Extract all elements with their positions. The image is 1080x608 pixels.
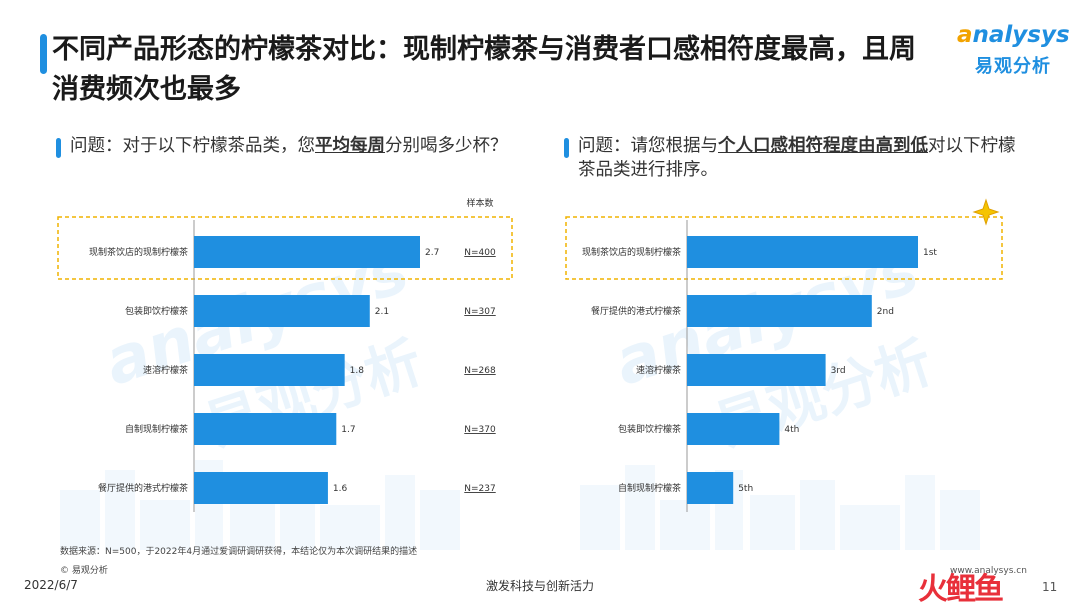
sample-size-label: N=400 [464,248,496,258]
value-label: 4th [784,425,799,435]
bar [194,472,328,504]
value-label: 2nd [877,307,894,317]
bar [194,354,345,386]
analysys-logo: analysys 易观分析 [955,22,1070,78]
category-label: 自制现制柠檬茶 [618,482,681,494]
logo-chinese: 易观分析 [975,56,1051,77]
sample-size-label: N=268 [464,366,496,376]
bar [687,236,918,268]
report-date: 2022/6/7 [24,578,78,592]
bar [687,354,826,386]
bar [194,236,420,268]
category-label: 餐厅提供的港式柠檬茶 [591,305,681,317]
bar [687,472,734,504]
question-marker-left [56,138,61,158]
bar [194,413,337,445]
category-label: 餐厅提供的港式柠檬茶 [98,482,188,494]
sample-size-label: N=307 [464,307,495,317]
value-label: 2.1 [375,307,389,317]
logo-wordmark: analysys [957,22,1070,48]
category-label: 现制茶饮店的现制柠檬茶 [89,246,188,258]
highlight-box [57,216,513,280]
bar [194,295,370,327]
sample-size-label: N=370 [464,425,496,435]
question-left: 问题：对于以下柠檬茶品类，您平均每周分别喝多少杯？ [70,136,508,156]
page-title: 不同产品形态的柠檬茶对比：现制柠檬茶与消费者口感相符度最高，且周消费频次也最多 [52,34,916,105]
weekly-cups-chart: 样本数 现制茶饮店的现制柠檬茶 2.7 N=400 包装即饮柠檬茶 2.1 N=307 速溶… [57,197,513,512]
value-label: 2.7 [425,248,439,258]
copyright: © 易观分析 [60,566,108,576]
value-label: 1st [923,248,937,258]
value-label: 3rd [831,366,846,376]
category-label: 速溶柠檬茶 [143,364,188,376]
sample-size-header: 样本数 [466,197,493,209]
data-source-note: 数据来源：N=500，于2022年4月通过爱调研调研获得，本结论仅为本次调研结果… [60,547,418,557]
value-label: 5th [738,484,753,494]
bar [687,413,780,445]
category-label: 包装即饮柠檬茶 [125,305,188,317]
bar [687,295,872,327]
sparkle-decoration [972,198,1000,226]
page-number: 11 [1042,580,1058,594]
title-accent-bar [40,34,47,74]
category-label: 包装即饮柠檬茶 [618,423,681,435]
value-label: 1.6 [333,484,348,494]
slogan: 激发科技与创新活力 [485,579,594,593]
category-label: 自制现制柠檬茶 [125,423,188,435]
question-right: 问题：请您根据与个人口感相符程度由高到低对以下柠檬茶品类进行排序。 [578,136,1016,180]
website-url: www.analysys.cn [950,566,1027,576]
taste-ranking-chart: 现制茶饮店的现制柠檬茶 1st 餐厅提供的港式柠檬茶 2nd 速溶柠檬茶 3rd 包装即饮柠… [565,198,1003,512]
value-label: 1.7 [341,425,355,435]
value-label: 1.8 [350,366,365,376]
highlight-box [565,216,1003,280]
question-marker-right [564,138,569,158]
sample-size-label: N=237 [464,484,495,494]
brand-stamp-logo: 火鲤鱼 [918,572,1004,607]
category-label: 速溶柠檬茶 [636,364,681,376]
category-label: 现制茶饮店的现制柠檬茶 [582,246,681,258]
